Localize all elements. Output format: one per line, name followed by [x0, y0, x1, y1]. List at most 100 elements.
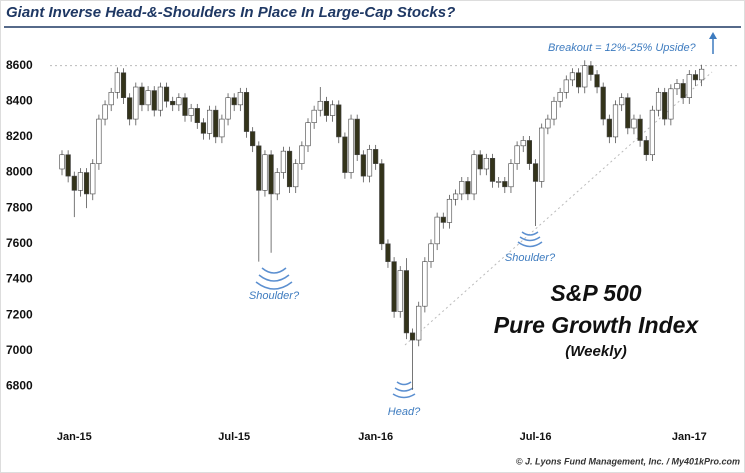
candle-body [459, 181, 465, 195]
candle-body [416, 305, 422, 341]
candle-body [243, 92, 250, 132]
x-tick-label: Jul-16 [520, 431, 552, 443]
candle-body [139, 86, 145, 106]
candle-body [133, 86, 139, 120]
candle-body [698, 68, 705, 81]
shoulder-arc [517, 231, 543, 248]
candle-body [397, 270, 403, 312]
candle-body [477, 154, 483, 170]
candle-body [250, 131, 256, 147]
candle-body [90, 163, 96, 195]
y-tick-label: 8200 [6, 129, 33, 143]
candle-body [157, 86, 164, 111]
candle-body [262, 154, 268, 191]
candle-body [225, 97, 231, 120]
y-tick-label: 8600 [6, 58, 33, 72]
annotation: Head? [388, 406, 421, 418]
candle-body [631, 118, 637, 129]
candle-body [434, 216, 440, 245]
candle-body [114, 72, 120, 93]
y-tick-label: 7200 [6, 307, 33, 321]
candle-body [563, 79, 569, 93]
annotation: Breakout = 12%-25% Upside? [548, 42, 697, 54]
candle-body [508, 163, 514, 188]
candle-body [102, 104, 108, 120]
candle-body [686, 74, 692, 99]
candle-body [194, 108, 200, 123]
trend-line [404, 71, 713, 346]
candle-body [65, 154, 71, 177]
candle-body [643, 140, 649, 156]
candle-body [637, 118, 643, 141]
candle-body [465, 181, 471, 195]
annotation: (Weekly) [565, 343, 626, 360]
candle-body [514, 145, 520, 164]
candle-body [588, 65, 594, 75]
candle-body [237, 92, 243, 106]
candle-body [385, 243, 391, 262]
y-tick-label: 8400 [6, 93, 33, 107]
candle-body [692, 74, 699, 81]
candle-body [354, 118, 360, 156]
candle-body [471, 154, 477, 195]
candle-body [496, 181, 502, 183]
candle-body [182, 97, 188, 116]
candle-body [452, 193, 459, 200]
candle-body [231, 97, 237, 106]
candle-body [286, 150, 293, 188]
candle-body [489, 157, 496, 182]
candle-body [219, 118, 225, 138]
candle-body [348, 118, 354, 173]
candle-body [575, 72, 582, 88]
candle-body [582, 65, 588, 88]
candle-body [373, 149, 379, 164]
candle-body [207, 109, 213, 134]
annotation: Shoulder? [249, 290, 300, 302]
candle-body [170, 100, 176, 106]
candle-body [120, 72, 127, 99]
candle-body [526, 140, 532, 164]
x-tick-label: Jan-17 [672, 431, 707, 443]
candle-body [674, 83, 680, 90]
annotation: S&P 500 [550, 280, 641, 306]
candle-body [545, 118, 551, 129]
candle-body [446, 198, 453, 223]
candle-body [403, 270, 410, 334]
chart-title: Giant Inverse Head-&-Shoulders In Place … [6, 4, 455, 21]
arrow-head [709, 32, 717, 39]
candle-body [299, 145, 305, 164]
y-tick-label: 7800 [6, 200, 33, 214]
y-tick-label: 7000 [6, 343, 33, 357]
candle-body [200, 122, 207, 134]
candle-body [366, 149, 373, 177]
candle-body [440, 216, 446, 223]
candle-body [532, 163, 539, 182]
candle-body [551, 100, 557, 120]
candle-body [379, 163, 385, 245]
candle-body [625, 97, 631, 129]
x-tick-label: Jan-15 [57, 431, 92, 443]
candle-body [329, 104, 336, 116]
candle-body [668, 88, 674, 120]
candle-body [649, 109, 655, 156]
annotation: Shoulder? [505, 252, 556, 264]
candle-body [483, 157, 489, 170]
candle-body [108, 92, 114, 106]
candle-body [176, 97, 182, 106]
candle-body [323, 100, 330, 116]
candle-body [612, 104, 619, 138]
candle-body [268, 154, 274, 195]
candle-body [680, 83, 686, 99]
candle-body [594, 74, 600, 88]
head-arc [392, 381, 416, 399]
candle-body [311, 109, 317, 123]
candle-body [163, 86, 170, 102]
candle-body [557, 92, 563, 102]
candle-body [569, 72, 576, 81]
x-tick-label: Jan-16 [358, 431, 393, 443]
candle-body [71, 175, 77, 191]
y-tick-label: 7400 [6, 272, 33, 286]
candle-body [342, 136, 348, 173]
